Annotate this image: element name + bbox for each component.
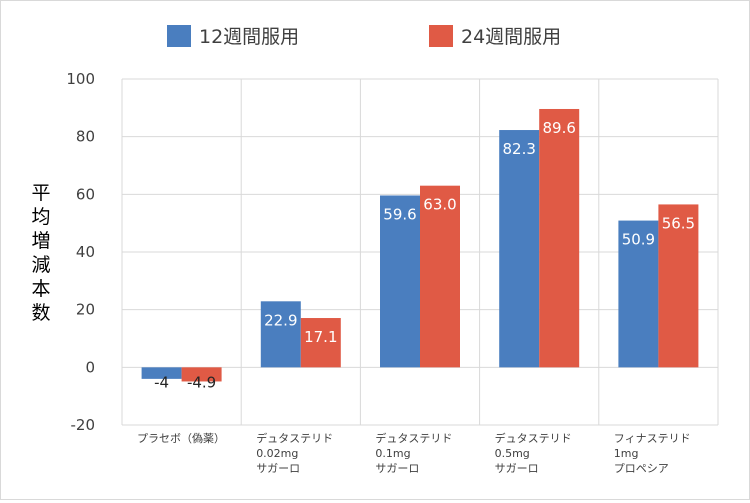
category-label: フィナステリド <box>614 432 691 445</box>
data-label: 59.6 <box>383 205 416 223</box>
category-label: デュタステリド <box>256 431 333 445</box>
category-label: 0.02mg <box>256 447 298 460</box>
data-label: 50.9 <box>622 231 655 249</box>
category-label: 1mg <box>614 447 639 460</box>
data-labels: -4 -4.9 22.9 17.1 59.6 63.0 82.3 89.6 50.9 56.5 <box>154 119 695 391</box>
y-tick-label: 100 <box>66 70 95 88</box>
bar <box>499 130 540 368</box>
bar <box>141 367 182 379</box>
y-axis-ticks: -20 0 20 40 60 80 100 <box>66 70 95 434</box>
data-label: 56.5 <box>662 214 695 232</box>
y-axis-label-char: 本 <box>31 278 50 300</box>
y-tick-label: 20 <box>76 301 95 319</box>
legend-swatch <box>167 25 191 47</box>
data-label: 63.0 <box>423 196 456 214</box>
category-labels: プラセボ（偽薬） デュタステリド 0.02mg サガーロ デュタステリド 0.1mg サガー… <box>137 431 691 475</box>
category-separators <box>121 79 719 425</box>
y-tick-label: 40 <box>76 243 95 261</box>
category-label: サガーロ <box>495 462 539 475</box>
y-axis-label-char: 均 <box>31 206 50 228</box>
y-tick-label: 60 <box>76 185 95 203</box>
category-label: 0.5mg <box>495 447 530 460</box>
bar <box>300 318 341 368</box>
category-label: プラセボ（偽薬） <box>137 431 225 445</box>
y-tick-label: -20 <box>71 416 96 434</box>
bar <box>658 204 699 368</box>
y-axis-label-char: 平 <box>31 182 50 204</box>
category-label: デュタステリド <box>375 431 452 445</box>
data-label: -4 <box>154 373 169 391</box>
data-label: 89.6 <box>542 119 575 137</box>
y-axis-label-char: 減 <box>31 254 50 276</box>
y-tick-label: 0 <box>85 358 95 376</box>
bar <box>380 195 420 368</box>
category-label: プロペシア <box>614 462 669 475</box>
legend: 12週間服用 24週間服用 <box>167 25 561 48</box>
legend-label: 12週間服用 <box>199 26 299 48</box>
category-label: 0.1mg <box>375 447 410 460</box>
legend-label: 24週間服用 <box>461 26 561 48</box>
bar <box>539 108 580 368</box>
bar <box>618 220 659 368</box>
category-label: デュタステリド <box>495 431 572 445</box>
category-label: サガーロ <box>256 462 300 475</box>
bar <box>181 367 222 382</box>
bars <box>141 108 699 382</box>
bar <box>260 301 301 368</box>
y-axis-label-char: 増 <box>31 230 50 252</box>
category-label: サガーロ <box>375 462 419 475</box>
y-axis-label-char: 数 <box>31 302 50 324</box>
legend-swatch <box>429 25 453 47</box>
data-label: 17.1 <box>304 328 337 346</box>
data-label: -4.9 <box>187 373 216 391</box>
bar <box>420 185 460 368</box>
y-tick-label: 80 <box>76 128 95 146</box>
data-label: 22.9 <box>264 311 297 329</box>
data-label: 82.3 <box>502 140 535 158</box>
